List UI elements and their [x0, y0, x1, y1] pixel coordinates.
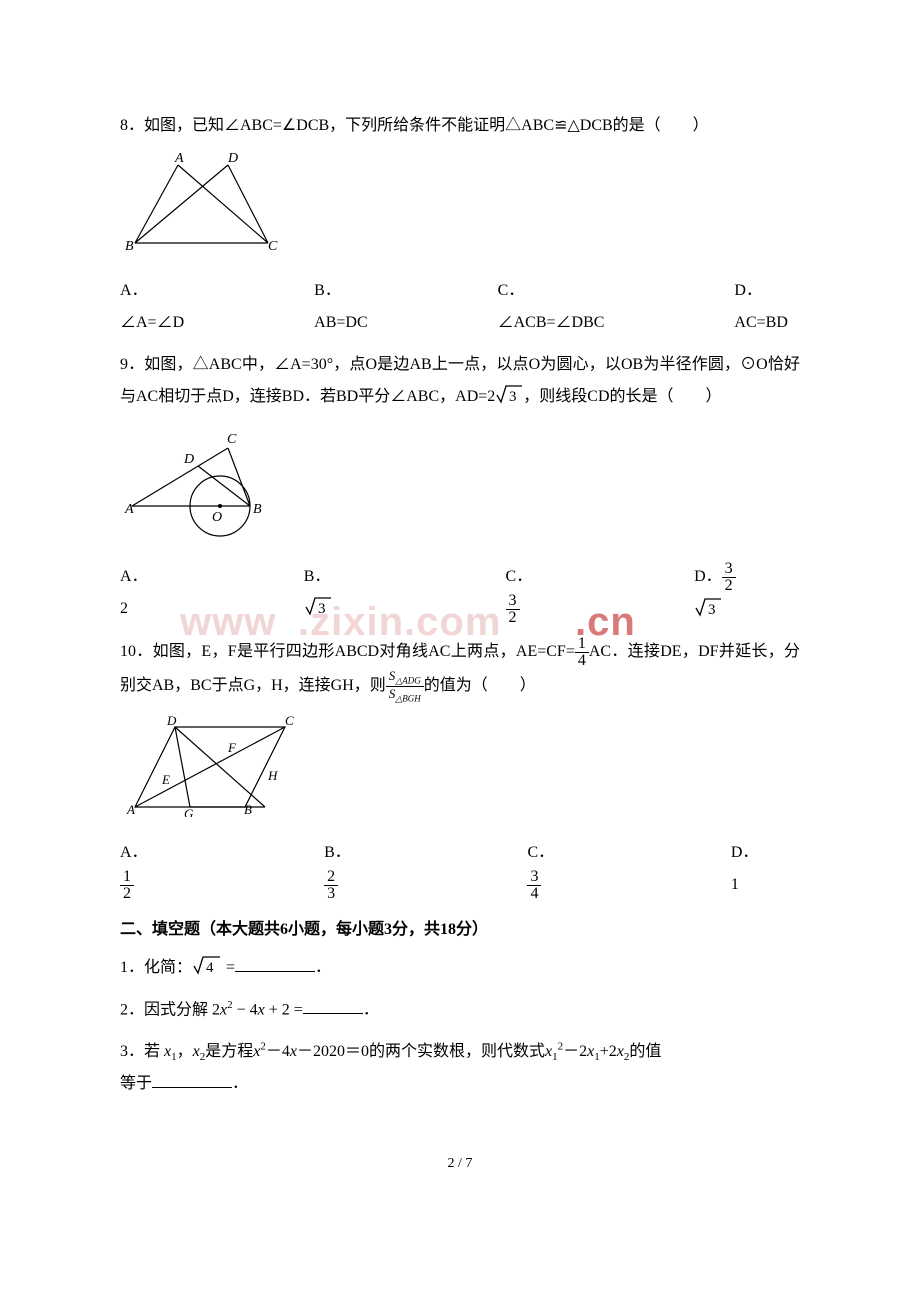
fill3-blank — [152, 1071, 232, 1089]
svg-text:H: H — [267, 768, 278, 783]
q10-f1-den: 4 — [575, 653, 589, 669]
q9-option-b: B． 3 — [304, 561, 356, 626]
question-8: 8．如图，已知∠ABC=∠DCB，下列所给条件不能证明△ABC≌△DCB的是（ … — [120, 110, 800, 339]
q10-text1: 10．如图，E，F是平行四边形ABCD对角线AC上两点，AE=CF= — [120, 644, 575, 661]
q8-option-c: C．∠ACB=∠DBC — [498, 275, 605, 339]
q10-option-b: B． 23 — [324, 837, 357, 902]
q9-sqrt: 3 — [495, 381, 523, 413]
svg-text:D: D — [227, 151, 238, 166]
svg-text:C: C — [227, 432, 237, 447]
q10-b-num: 2 — [324, 869, 338, 886]
q9-d-den: 2 — [722, 578, 736, 594]
question-10: 10．如图，E，F是平行四边形ABCD对角线AC上两点，AE=CF=14AC．连… — [120, 636, 800, 901]
svg-text:A: A — [124, 502, 134, 517]
svg-text:3: 3 — [509, 389, 517, 405]
q10-a-prefix: A． — [120, 844, 148, 861]
fill-3: 3．若 x1，x2是方程x2－4x－2020＝0的两个实数根，则代数式x12－2… — [120, 1036, 800, 1101]
svg-text:D: D — [183, 452, 194, 467]
q9-b-prefix: B． — [304, 568, 331, 585]
q10-b-den: 3 — [324, 886, 338, 902]
page-footer: 2 / 7 — [120, 1150, 800, 1178]
svg-text:C: C — [268, 239, 278, 254]
fill-1: 1．化简：4 =． — [120, 952, 800, 984]
q10-ratio-frac: S△ADGS△BGH — [386, 669, 424, 703]
svg-text:D: D — [166, 713, 177, 728]
svg-text:A: A — [126, 802, 135, 817]
svg-text:4: 4 — [206, 960, 214, 976]
q9-c-den: 2 — [506, 610, 520, 626]
question-9: 9．如图，△ABC中，∠A=30°，点O是边AB上一点，以点O为圆心，以OB为半… — [120, 349, 800, 626]
q8-options: A．∠A=∠D B．AB=DC C．∠ACB=∠DBC D．AC=BD — [120, 275, 800, 339]
q10-option-c: C． 34 — [527, 837, 560, 902]
svg-text:G: G — [184, 806, 194, 817]
svg-text:A: A — [174, 151, 184, 166]
fill3-line2: 等于． — [120, 1075, 248, 1092]
fill-2: 2．因式分解 2x2 − 4x + 2 =． — [120, 994, 800, 1026]
q9-c-num: 3 — [506, 593, 520, 610]
q10-c-prefix: C． — [527, 844, 554, 861]
q9-text2: ，则线段CD的长是（ ） — [523, 388, 721, 405]
fill1-prefix: 1．化简： — [120, 959, 192, 976]
q9-d-num: 3 — [722, 561, 736, 578]
svg-text:E: E — [161, 772, 170, 787]
q10-text: 10．如图，E，F是平行四边形ABCD对角线AC上两点，AE=CF=14AC．连… — [120, 636, 800, 703]
q8-text: 8．如图，已知∠ABC=∠DCB，下列所给条件不能证明△ABC≌△DCB的是（ … — [120, 110, 800, 142]
q10-c-num: 3 — [527, 869, 541, 886]
q9-text: 9．如图，△ABC中，∠A=30°，点O是边AB上一点，以点O为圆心，以OB为半… — [120, 349, 800, 413]
q9-c-prefix: C． — [506, 568, 533, 585]
q10-a-num: 1 — [120, 869, 134, 886]
svg-text:B: B — [125, 239, 134, 254]
fill2-prefix: 2．因式分解 — [120, 1001, 208, 1018]
q8-option-b: B．AB=DC — [314, 275, 367, 339]
svg-text:3: 3 — [708, 602, 716, 618]
svg-text:B: B — [244, 802, 252, 817]
svg-text:C: C — [285, 713, 294, 728]
q10-figure: A B C D E F G H — [120, 712, 800, 829]
q9-option-a: A．2 — [120, 561, 154, 626]
q10-a-den: 2 — [120, 886, 134, 902]
q10-option-d: D．1 — [731, 837, 760, 902]
q9-option-d: D．323 — [694, 561, 760, 626]
fill1-blank — [235, 954, 315, 972]
svg-text:3: 3 — [318, 601, 326, 617]
q8-option-d: D．AC=BD — [734, 275, 787, 339]
q10-c-den: 4 — [527, 886, 541, 902]
q9-d-prefix: D． — [694, 569, 722, 586]
q10-f1-num: 1 — [575, 636, 589, 653]
q10-b-prefix: B． — [324, 844, 351, 861]
q9-option-c: C． 32 — [506, 561, 545, 626]
svg-text:F: F — [227, 740, 237, 755]
q10-text3: 的值为（ ） — [424, 677, 536, 694]
fill3-line1: 3．若 x1，x2是方程x2－4x－2020＝0的两个实数根，则代数式x12－2… — [120, 1043, 661, 1060]
q8-option-a: A．∠A=∠D — [120, 275, 184, 339]
section2-heading: 二、填空题（本大题共6小题，每小题3分，共18分） — [120, 914, 800, 946]
q10-options: A．12 B．23 C．34 D．1 — [120, 837, 800, 902]
fill2-blank — [303, 996, 363, 1014]
svg-text:O: O — [212, 510, 222, 525]
q9-figure: A B C D O — [120, 421, 800, 553]
q10-option-a: A． 12 — [120, 837, 154, 902]
q9-options: A．2 B．3 C．32 D．323 — [120, 561, 800, 626]
q8-figure: A D B C — [120, 150, 800, 267]
svg-text:B: B — [253, 502, 262, 517]
